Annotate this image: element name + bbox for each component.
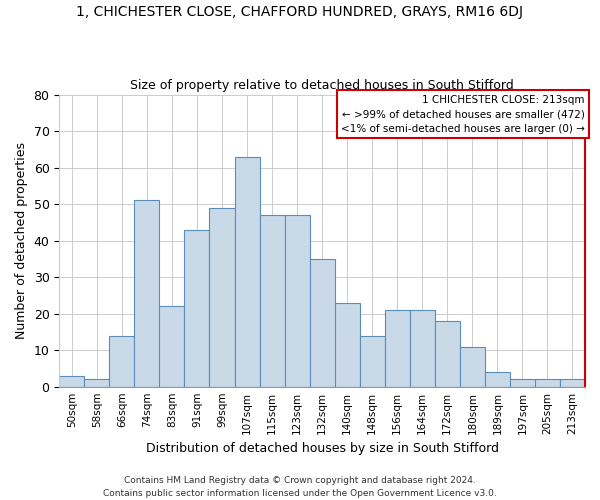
Bar: [335, 302, 359, 386]
Bar: [310, 259, 335, 386]
Bar: [209, 208, 235, 386]
Bar: [535, 380, 560, 386]
Text: 1, CHICHESTER CLOSE, CHAFFORD HUNDRED, GRAYS, RM16 6DJ: 1, CHICHESTER CLOSE, CHAFFORD HUNDRED, G…: [77, 5, 523, 19]
Bar: [134, 200, 160, 386]
Bar: [410, 310, 435, 386]
Bar: [284, 215, 310, 386]
Bar: [184, 230, 209, 386]
Bar: [160, 306, 184, 386]
Bar: [510, 380, 535, 386]
Bar: [260, 215, 284, 386]
Bar: [359, 336, 385, 386]
Y-axis label: Number of detached properties: Number of detached properties: [15, 142, 28, 339]
Bar: [560, 380, 585, 386]
Bar: [235, 156, 260, 386]
Bar: [435, 321, 460, 386]
Bar: [485, 372, 510, 386]
Bar: [460, 346, 485, 387]
Text: Contains HM Land Registry data © Crown copyright and database right 2024.
Contai: Contains HM Land Registry data © Crown c…: [103, 476, 497, 498]
X-axis label: Distribution of detached houses by size in South Stifford: Distribution of detached houses by size …: [146, 442, 499, 455]
Bar: [109, 336, 134, 386]
Title: Size of property relative to detached houses in South Stifford: Size of property relative to detached ho…: [130, 79, 514, 92]
Text: 1 CHICHESTER CLOSE: 213sqm
← >99% of detached houses are smaller (472)
<1% of se: 1 CHICHESTER CLOSE: 213sqm ← >99% of det…: [341, 94, 585, 134]
Bar: [85, 380, 109, 386]
Bar: [59, 376, 85, 386]
Bar: [385, 310, 410, 386]
